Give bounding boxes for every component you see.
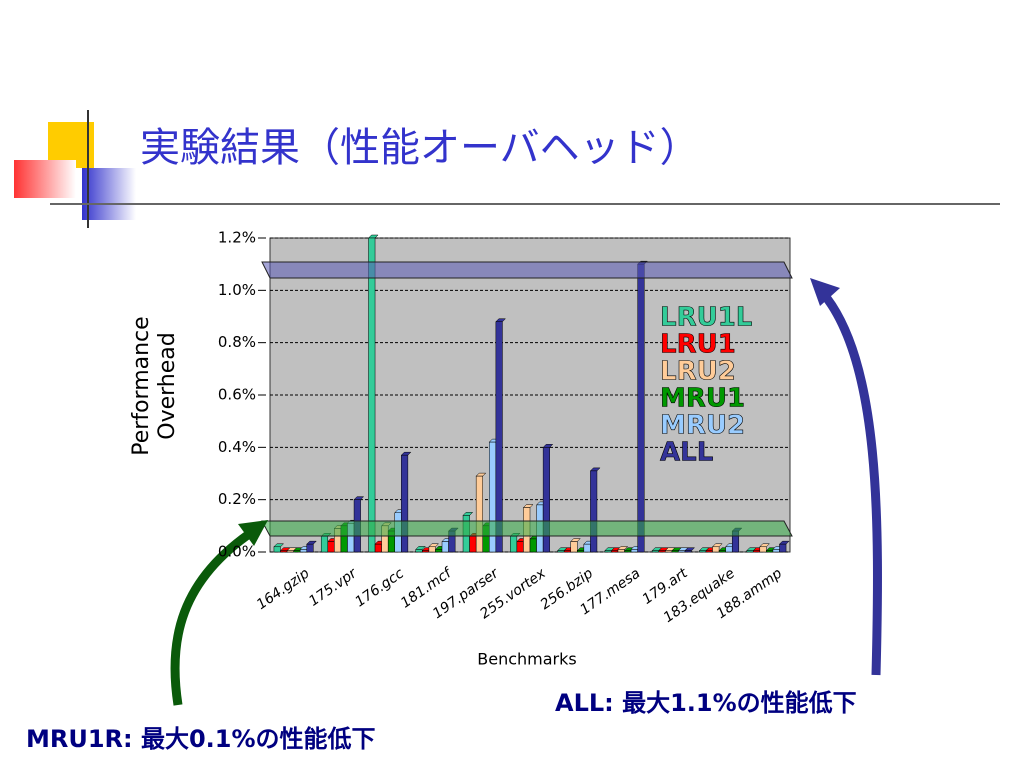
bar (327, 541, 335, 553)
deco-blue (82, 168, 136, 220)
legend-label: LRU1L (660, 303, 752, 333)
y-tick-label: 0.2% (218, 490, 256, 508)
bar (759, 546, 767, 553)
arrow (170, 526, 258, 706)
bar (529, 538, 537, 553)
bar (320, 536, 329, 553)
bar (705, 550, 713, 553)
x-tick-label: 176.gcc (352, 565, 407, 610)
arrow (818, 289, 882, 676)
bar (766, 550, 774, 553)
bar (510, 536, 518, 553)
legend-label: LRU1 (660, 330, 736, 360)
bar (557, 550, 565, 553)
bar (577, 550, 585, 553)
bar (712, 546, 720, 553)
bar (651, 550, 659, 553)
bar (415, 549, 423, 553)
bar (368, 237, 376, 553)
y-tick-label: 0.0% (218, 543, 256, 561)
bar (293, 550, 301, 553)
y-tick-label: 1.0% (218, 281, 256, 299)
bar (678, 550, 686, 553)
bar (299, 549, 308, 553)
bar (665, 550, 673, 553)
bar (746, 550, 754, 553)
x-tick-label: 175.vpr (306, 565, 361, 610)
bar (772, 549, 780, 553)
bar (718, 550, 726, 553)
bar (617, 549, 625, 553)
bar (671, 550, 679, 553)
bar (779, 543, 787, 553)
bar (435, 549, 443, 553)
y-axis-title: Performance Overhead (129, 316, 180, 456)
bar (280, 550, 288, 553)
bar (611, 550, 619, 553)
legend-label: MRU1 (660, 384, 745, 414)
bar (630, 549, 638, 553)
y-tick-label: 0.6% (218, 386, 256, 404)
bar (475, 475, 483, 553)
bar (563, 550, 571, 553)
y-tick-label: 0.8% (218, 333, 256, 351)
bar (428, 546, 436, 553)
bar (570, 541, 578, 553)
bar (273, 546, 281, 553)
bar (286, 550, 294, 553)
x-axis-title: Benchmarks (477, 650, 576, 669)
bar (684, 550, 692, 553)
highlight-band (261, 520, 793, 537)
annotation: MRU1R: 最大0.1%の性能低下 (26, 725, 376, 753)
bar (469, 536, 477, 553)
bar (590, 470, 598, 553)
bar (374, 543, 382, 553)
bar (422, 550, 430, 553)
bar (441, 541, 449, 553)
bar (624, 550, 632, 553)
highlight-band (261, 261, 793, 279)
legend-label: ALL (660, 438, 713, 468)
y-tick-label: 0.4% (218, 438, 256, 456)
arrow-head (810, 278, 840, 306)
bar (699, 550, 707, 553)
y-tick-label: 1.2% (218, 229, 256, 247)
bar (725, 546, 733, 553)
bar (306, 543, 314, 553)
bar (752, 550, 761, 553)
bar (583, 543, 591, 553)
legend-label: MRU2 (660, 411, 745, 441)
arrow-head (238, 520, 268, 546)
bar (542, 447, 550, 553)
x-tick-label: 164.gzip (254, 565, 313, 613)
deco-red (14, 160, 76, 198)
bar (658, 550, 666, 553)
annotation: ALL: 最大1.1%の性能低下 (555, 689, 857, 717)
bar (401, 454, 409, 553)
legend-label: LRU2 (660, 357, 736, 387)
bar (495, 321, 503, 553)
bar (637, 263, 645, 553)
slide-title: 実験結果（性能オーバヘッド） (140, 125, 700, 171)
bar (604, 550, 612, 553)
bar (516, 541, 524, 553)
